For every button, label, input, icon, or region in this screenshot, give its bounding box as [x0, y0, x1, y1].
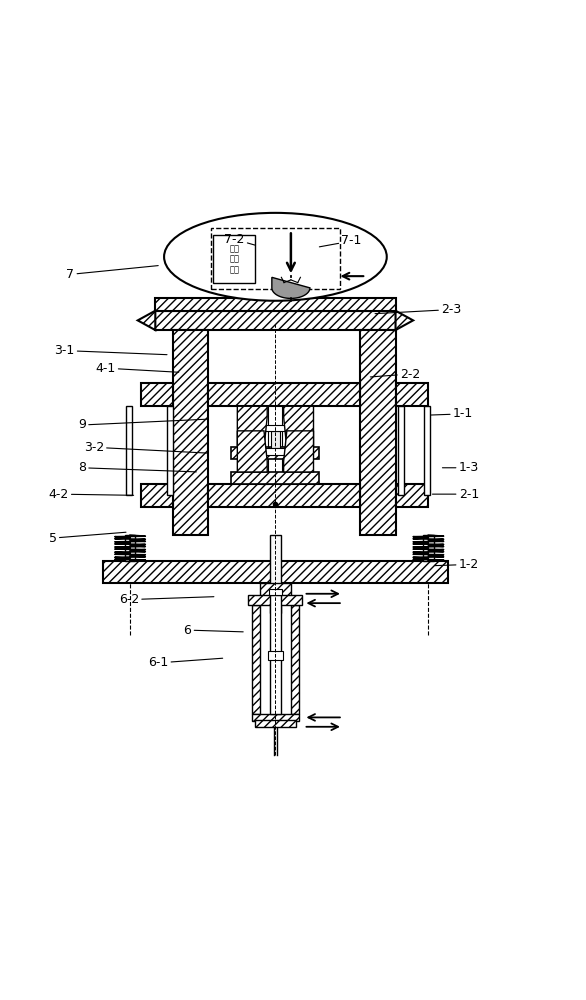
- Bar: [270, 595, 281, 714]
- Bar: [282, 406, 290, 484]
- Bar: [269, 589, 282, 595]
- Text: 7-1: 7-1: [319, 234, 362, 247]
- Bar: [125, 535, 135, 561]
- Text: 5: 5: [49, 532, 126, 545]
- Text: 1-2: 1-2: [435, 558, 479, 571]
- Polygon shape: [138, 311, 155, 330]
- Bar: [155, 298, 396, 311]
- Text: 8: 8: [78, 461, 196, 474]
- Polygon shape: [237, 431, 267, 472]
- Bar: [167, 406, 173, 495]
- Polygon shape: [396, 311, 413, 330]
- Bar: [208, 484, 360, 507]
- Bar: [231, 472, 319, 484]
- Text: 3-2: 3-2: [84, 441, 208, 454]
- Bar: [396, 383, 428, 406]
- Text: 6-1: 6-1: [148, 656, 223, 669]
- Text: 7-2: 7-2: [224, 233, 255, 246]
- Text: 7: 7: [66, 266, 158, 281]
- Bar: [271, 431, 280, 448]
- Text: 6: 6: [183, 624, 243, 637]
- Bar: [265, 425, 285, 431]
- Ellipse shape: [164, 213, 387, 301]
- Bar: [265, 448, 285, 455]
- Bar: [126, 406, 132, 495]
- Text: 2-1: 2-1: [432, 488, 479, 501]
- Polygon shape: [272, 277, 310, 298]
- Text: 3-1: 3-1: [54, 344, 167, 357]
- Bar: [398, 406, 404, 495]
- Bar: [213, 235, 255, 283]
- Bar: [270, 535, 281, 613]
- Text: 1-3: 1-3: [442, 461, 479, 474]
- Bar: [268, 651, 283, 660]
- Polygon shape: [237, 406, 267, 448]
- Bar: [360, 330, 396, 535]
- Bar: [424, 406, 430, 495]
- Bar: [423, 535, 434, 561]
- Text: 4-1: 4-1: [96, 362, 179, 375]
- Text: 载荷
调节
系统: 载荷 调节 系统: [229, 244, 240, 274]
- Bar: [141, 383, 173, 406]
- Bar: [103, 561, 448, 583]
- Text: 9: 9: [78, 418, 208, 431]
- Bar: [208, 383, 360, 406]
- Bar: [248, 595, 302, 605]
- Text: 6-2: 6-2: [119, 593, 214, 606]
- Bar: [255, 720, 296, 727]
- Text: 4-2: 4-2: [49, 488, 134, 501]
- Text: 1-1: 1-1: [431, 407, 473, 420]
- Bar: [173, 330, 208, 535]
- Bar: [252, 714, 299, 721]
- Polygon shape: [284, 406, 314, 448]
- Bar: [211, 228, 340, 289]
- Bar: [291, 605, 299, 714]
- Bar: [261, 406, 268, 484]
- Text: 2-2: 2-2: [370, 368, 420, 381]
- Bar: [141, 484, 173, 507]
- Polygon shape: [284, 431, 314, 472]
- Bar: [155, 311, 396, 330]
- Bar: [231, 447, 319, 459]
- Bar: [260, 583, 291, 596]
- Bar: [396, 484, 428, 507]
- Text: 2-3: 2-3: [375, 303, 461, 316]
- Bar: [252, 605, 260, 714]
